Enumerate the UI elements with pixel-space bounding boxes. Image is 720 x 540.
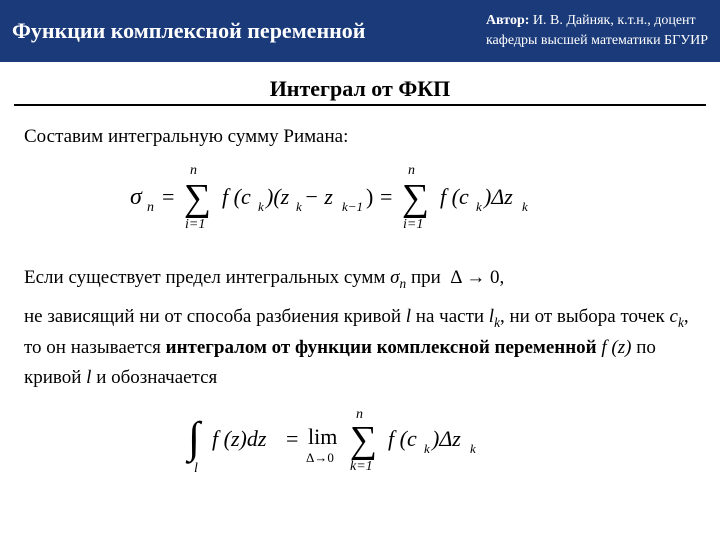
section-title: Интеграл от ФКП — [0, 76, 720, 102]
f1-eq2: = — [380, 184, 392, 209]
f1-t2a: f (c — [440, 184, 469, 209]
f1-sigma-sub: n — [147, 200, 154, 215]
f2-sum-upper: n — [356, 407, 363, 422]
f2-int-lower: l — [194, 461, 198, 476]
p3-fz: f (z) — [601, 337, 631, 358]
f2-tb: )Δz — [430, 426, 461, 451]
f1-t1a: f (c — [222, 184, 251, 209]
section-rule — [14, 104, 706, 106]
f2-sum-lower: k=1 — [350, 459, 373, 474]
p3-a: не зависящий ни от способа разбиения кри… — [24, 306, 406, 327]
p2-delta: Δ → 0 — [450, 267, 499, 288]
author-label: Автор: — [486, 13, 529, 28]
p2-b: при — [406, 267, 445, 288]
f1-t1b: )(z — [264, 184, 290, 209]
f1-sum2-lower: i=1 — [403, 217, 423, 230]
p2-sigma: σ — [390, 267, 399, 288]
f1-t2-sub2: k — [522, 199, 528, 214]
p3-ck: c — [670, 306, 678, 327]
f1-t1-sub1: k — [258, 199, 264, 214]
f1-t2-sub1: k — [476, 199, 482, 214]
paragraph-3: не зависящий ни от способа разбиения кри… — [24, 302, 696, 394]
p2-c: , — [499, 267, 504, 288]
p3-c: , ни от выбора точек — [500, 306, 670, 327]
f1-sigma: σ — [130, 184, 143, 210]
f2-t-sub1: k — [424, 441, 430, 456]
f1-t1-sub2: k — [296, 199, 302, 214]
paragraph-1: Составим интегральную сумму Римана: — [24, 122, 696, 152]
f1-sum2-icon: ∑ — [402, 177, 429, 219]
f1-sum1-lower: i=1 — [185, 217, 205, 230]
f2-t-sub2: k — [470, 441, 476, 456]
author-affil: кафедры высшей математики БГУИР — [486, 33, 708, 48]
p3-e: интегралом от функции комплексной переме… — [166, 337, 602, 358]
formula-riemann-sum: σ n = ∑ n i=1 f (c k )(z k − z k−1 ) = ∑… — [24, 162, 696, 240]
f2-lim: lim — [308, 424, 337, 449]
f2-sum-icon: ∑ — [350, 419, 377, 461]
p3-g: и обозначается — [91, 367, 217, 388]
f2-ta: f (c — [388, 426, 417, 451]
p2-a: Если существует предел интегральных сумм — [24, 267, 390, 288]
f1-t1-sub3: k−1 — [342, 199, 363, 214]
content-area: Составим интегральную сумму Римана: σ n … — [0, 122, 720, 488]
f2-eq: = — [286, 426, 298, 451]
author-block: Автор: И. В. Дайняк, к.т.н., доцент кафе… — [486, 11, 708, 50]
paragraph-2: Если существует предел интегральных сумм… — [24, 263, 696, 294]
author-name: И. В. Дайняк, к.т.н., доцент — [533, 13, 696, 28]
f1-sum1-icon: ∑ — [184, 177, 211, 219]
formula-integral-def: ∫ l f (z)dz = lim Δ→0 ∑ n k=1 f (c k )Δz… — [24, 404, 696, 488]
f2-integrand: f (z)dz — [212, 426, 267, 451]
f1-sum2-upper: n — [408, 163, 415, 178]
f2-lim-sub: Δ→0 — [306, 450, 334, 465]
slide-header: Функции комплексной переменной Автор: И.… — [0, 0, 720, 62]
slide-title: Функции комплексной переменной — [12, 18, 486, 44]
f1-sum1-upper: n — [190, 163, 197, 178]
f1-t2b: )Δz — [482, 184, 513, 209]
f2-integral-icon: ∫ — [185, 413, 203, 464]
f1-t1d: ) — [366, 184, 373, 209]
f1-eq1: = — [162, 184, 174, 209]
f1-t1c: − z — [304, 184, 333, 209]
p3-b: на части — [411, 306, 489, 327]
